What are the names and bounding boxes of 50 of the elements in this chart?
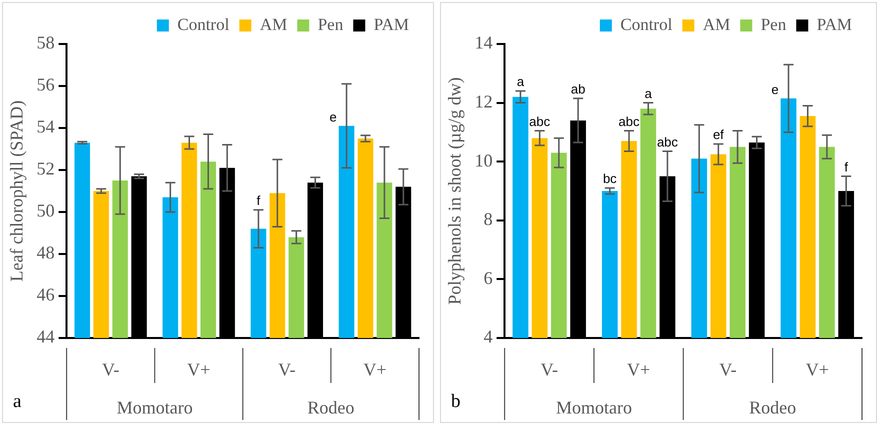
data-label: ef xyxy=(712,127,724,142)
text: a xyxy=(13,390,22,412)
legend-label: Control xyxy=(620,14,673,34)
y-tick-label: 12 xyxy=(474,92,493,112)
data-label: f xyxy=(844,159,848,174)
y-tick-label: 4 xyxy=(484,326,493,347)
y-axis-title: Polyphenols in shoot (µg/g dw) xyxy=(444,77,465,305)
legend-label: Pen xyxy=(760,14,787,34)
text: b xyxy=(451,390,460,412)
text: Rodeo xyxy=(307,398,354,418)
x-tick-label: V- xyxy=(102,360,120,380)
y-tick-label: 48 xyxy=(36,242,55,263)
text: Rodeo xyxy=(749,398,796,418)
x-tick-label: V- xyxy=(278,360,296,380)
y-tick-label: 46 xyxy=(36,284,55,305)
data-label: bc xyxy=(602,171,618,186)
data-label: abc xyxy=(529,114,551,129)
y-axis-title: Leaf chlorophyll (SPAD) xyxy=(6,100,27,282)
y-tick-label: 44 xyxy=(36,326,55,347)
data-label: f xyxy=(256,192,261,208)
y-tick-label: 10 xyxy=(474,150,493,170)
data-label: e xyxy=(330,109,337,124)
x-tick-label: V+ xyxy=(627,360,650,380)
y-tick-label: 6 xyxy=(484,268,493,288)
legend-label: Control xyxy=(177,14,230,34)
legend-label: PAM xyxy=(374,14,410,34)
x-tick-label: V+ xyxy=(806,360,829,380)
y-tick-label: 8 xyxy=(484,209,493,230)
data-label: a xyxy=(644,86,653,101)
data-label: e xyxy=(771,82,779,97)
y-tick-label: 56 xyxy=(36,74,55,95)
x-tick-label: V+ xyxy=(187,360,210,380)
data-label: ab xyxy=(570,81,586,96)
text: Momotaro xyxy=(556,398,632,418)
y-tick-label: 14 xyxy=(474,32,493,53)
text: Momotaro xyxy=(116,398,193,418)
x-tick-label: V- xyxy=(540,360,558,380)
legend-label: Pen xyxy=(318,14,344,34)
y-tick-label: 50 xyxy=(36,200,55,221)
x-tick-label: V- xyxy=(719,360,737,380)
y-tick-label: 58 xyxy=(36,32,55,53)
y-tick-label: 52 xyxy=(36,158,55,179)
data-label: a xyxy=(516,74,525,90)
x-tick-label: V+ xyxy=(363,360,387,380)
data-label: abc xyxy=(618,114,640,129)
legend-label: AM xyxy=(702,14,730,34)
data-label: abc xyxy=(656,134,678,150)
legend-label: PAM xyxy=(816,14,852,34)
legend-label: AM xyxy=(260,14,288,34)
y-tick-label: 54 xyxy=(36,116,55,137)
